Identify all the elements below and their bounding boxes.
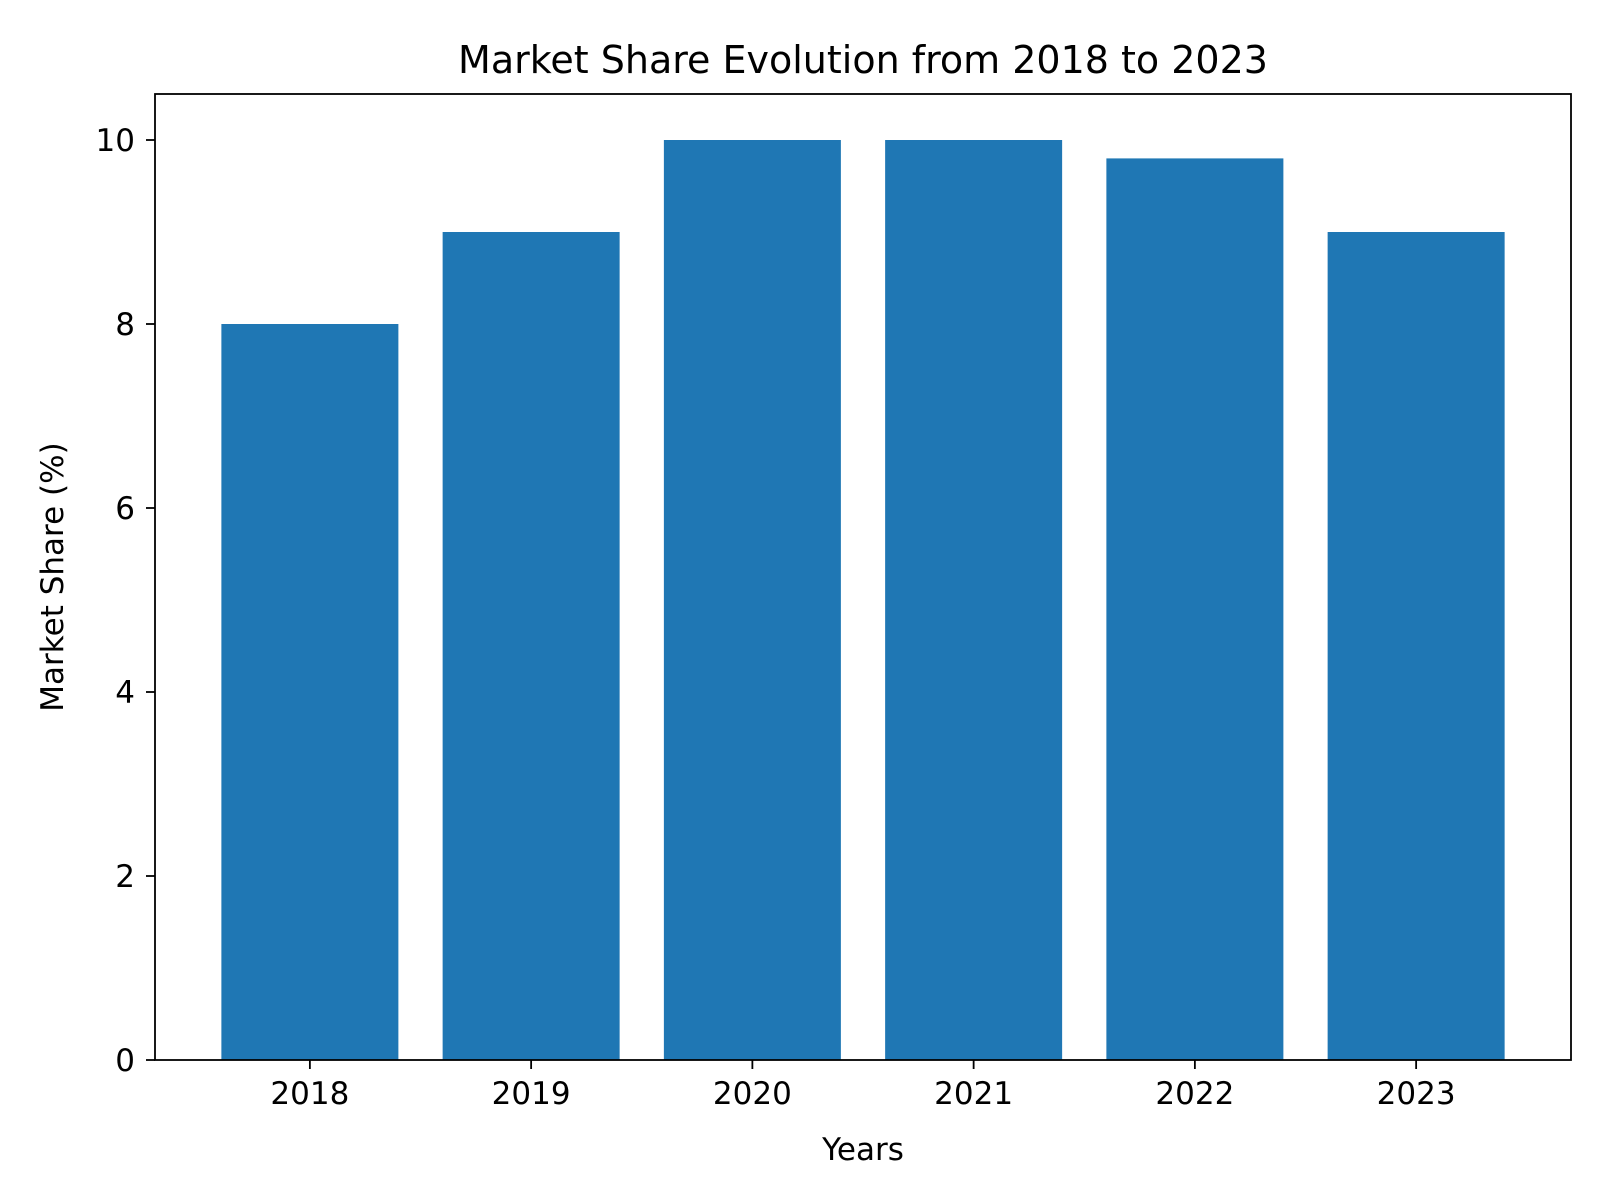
- bar-2023: [1327, 232, 1505, 1060]
- plot-frame: [154, 93, 1572, 1061]
- y-axis-label: Market Share (%): [35, 442, 71, 711]
- y-axis-ticks: 0 2 4 6 8 10: [96, 123, 155, 1079]
- bar-2020: [663, 140, 841, 1060]
- bar-2022: [1106, 158, 1284, 1060]
- x-tick-label-2023: 2023: [1377, 1076, 1456, 1112]
- x-tick-label-2018: 2018: [270, 1076, 349, 1112]
- x-tick-label-2021: 2021: [934, 1076, 1013, 1112]
- y-tick-label-6: 6: [115, 491, 135, 527]
- bar-2018: [221, 324, 399, 1060]
- y-tick-label-10: 10: [96, 123, 135, 159]
- x-axis-label: Years: [821, 1132, 904, 1168]
- bar-2021: [885, 140, 1063, 1060]
- y-tick-label-2: 2: [115, 859, 135, 895]
- x-tick-label-2020: 2020: [713, 1076, 792, 1112]
- x-tick-label-2022: 2022: [1155, 1076, 1234, 1112]
- bar-2019: [442, 232, 620, 1060]
- plot-area: 0 2 4 6 8 10 2018 2019 2020 2021 2022 2023: [96, 93, 1572, 1112]
- bars-group: [221, 140, 1505, 1060]
- y-tick-label-4: 4: [115, 675, 135, 711]
- x-axis-ticks: 2018 2019 2020 2021 2022 2023: [270, 1060, 1456, 1112]
- y-tick-label-8: 8: [115, 307, 135, 343]
- chart-title: Market Share Evolution from 2018 to 2023: [458, 38, 1268, 82]
- x-tick-label-2019: 2019: [492, 1076, 571, 1112]
- y-tick-label-0: 0: [115, 1043, 135, 1079]
